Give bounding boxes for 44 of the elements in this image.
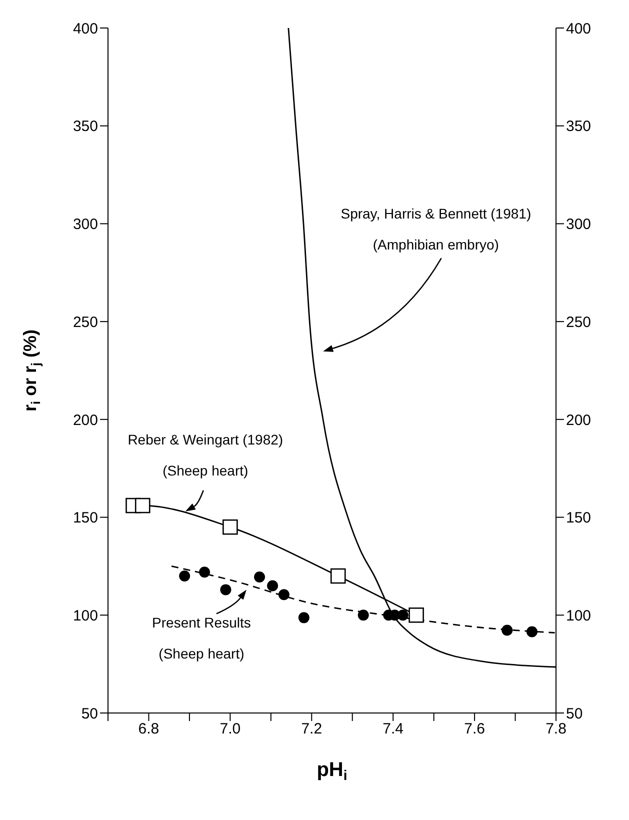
point bbox=[134, 498, 150, 514]
point bbox=[408, 607, 424, 623]
y2-tick-label: 50 bbox=[566, 705, 583, 722]
y-tick-label: 250 bbox=[72, 314, 98, 331]
y2-tick-label: 300 bbox=[566, 216, 592, 234]
point bbox=[222, 519, 238, 535]
y-tick-label: 100 bbox=[72, 607, 98, 624]
y2-tick-label: 250 bbox=[566, 314, 592, 331]
point bbox=[199, 566, 210, 578]
point bbox=[526, 626, 538, 638]
point bbox=[358, 610, 369, 621]
y-tick-label: 200 bbox=[72, 412, 98, 429]
y-tick-label: 50 bbox=[81, 705, 98, 722]
point bbox=[179, 570, 190, 582]
x-tick-label: 7.0 bbox=[220, 720, 241, 738]
point bbox=[330, 568, 346, 584]
y2-tick-label: 350 bbox=[566, 118, 592, 136]
y2-tick-label: 100 bbox=[566, 607, 592, 624]
point bbox=[220, 584, 232, 596]
x-tick-label: 6.8 bbox=[138, 720, 160, 738]
point bbox=[298, 612, 310, 624]
y2-tick-label: 150 bbox=[566, 510, 592, 527]
annotation: Present Results bbox=[152, 614, 251, 631]
point bbox=[278, 589, 290, 600]
y2-tick-label: 400 bbox=[566, 20, 592, 38]
point bbox=[397, 610, 408, 621]
x-tick-label: 7.2 bbox=[301, 720, 322, 738]
x-tick-label: 7.4 bbox=[382, 720, 404, 738]
annotation: Spray, Harris & Bennett (1981) bbox=[340, 205, 532, 222]
x-tick-label: 7.8 bbox=[546, 720, 566, 738]
annotation: (Sheep heart) bbox=[158, 646, 244, 662]
x-tick-label: 7.6 bbox=[464, 720, 485, 738]
point bbox=[254, 571, 266, 582]
y-tick-label: 400 bbox=[72, 20, 98, 38]
x-axis-title: pH$_{i}$ bbox=[316, 759, 348, 784]
point bbox=[267, 580, 278, 592]
annotation: (Sheep heart) bbox=[162, 462, 248, 478]
annotation: Reber & Weingart (1982) bbox=[128, 431, 284, 448]
y-tick-label: 350 bbox=[72, 118, 98, 136]
y-tick-label: 150 bbox=[72, 510, 98, 527]
y-tick-label: 300 bbox=[72, 216, 98, 234]
point bbox=[502, 624, 513, 636]
annotation: (Amphibian embryo) bbox=[372, 236, 499, 252]
y2-tick-label: 200 bbox=[566, 412, 592, 429]
